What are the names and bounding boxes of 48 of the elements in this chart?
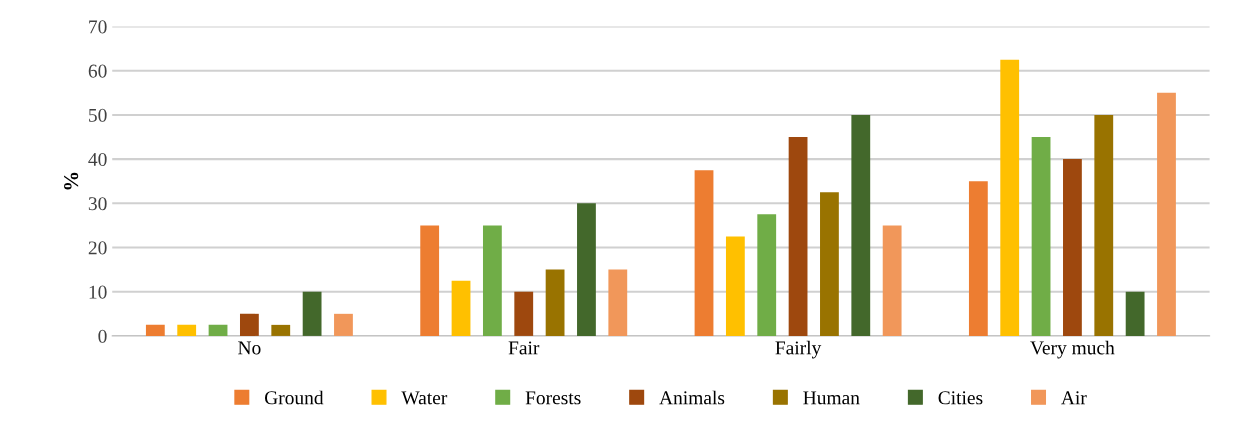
- y-tick-label: 50: [89, 108, 107, 122]
- y-tick-label: 0: [98, 329, 107, 343]
- legend-label: Animals: [659, 390, 725, 405]
- bar: [725, 236, 745, 336]
- x-tick-label: Fair: [508, 341, 540, 355]
- bar: [302, 291, 322, 336]
- bar: [577, 203, 596, 336]
- x-tick-label: No: [238, 341, 261, 355]
- y-tick-label: 10: [89, 285, 107, 299]
- legend-label: Ground: [264, 390, 324, 405]
- bar: [420, 225, 440, 336]
- bar: [1157, 92, 1176, 336]
- legend-label: Forests: [525, 391, 581, 405]
- y-axis-title: %: [64, 172, 79, 190]
- bar: [451, 280, 471, 336]
- y-tick-label: 40: [88, 152, 107, 167]
- y-tick-label: 70: [89, 20, 107, 34]
- y-tick-label: 60: [88, 64, 107, 78]
- bar: [482, 225, 502, 336]
- x-tick-label: Very much: [1030, 340, 1115, 359]
- bar: [514, 291, 534, 336]
- x-tick-label: Fairly: [775, 340, 822, 359]
- bar: [334, 313, 353, 336]
- bar: [757, 214, 777, 336]
- bar: [545, 269, 565, 336]
- bar: [145, 324, 165, 336]
- legend-label: Cities: [938, 391, 983, 405]
- legend-label: Water: [401, 391, 448, 405]
- bar: [694, 170, 714, 336]
- bar: [1094, 114, 1114, 336]
- bar: [788, 137, 808, 336]
- bar: [177, 324, 197, 336]
- bar: [1031, 137, 1051, 336]
- bar: [882, 225, 902, 336]
- bar: [1000, 59, 1020, 336]
- bar: [1063, 159, 1082, 336]
- legend-label: Human: [803, 391, 860, 405]
- legend-label: Air: [1061, 391, 1087, 405]
- bar: [820, 192, 839, 336]
- bar: [851, 114, 871, 336]
- bar: [208, 324, 228, 336]
- bar: [239, 313, 259, 336]
- y-tick-label: 20: [88, 241, 107, 255]
- y-tick-label: 30: [88, 197, 107, 211]
- bar: [1125, 291, 1145, 336]
- bar: [608, 269, 628, 336]
- bar: [271, 324, 291, 336]
- bar: [968, 181, 988, 336]
